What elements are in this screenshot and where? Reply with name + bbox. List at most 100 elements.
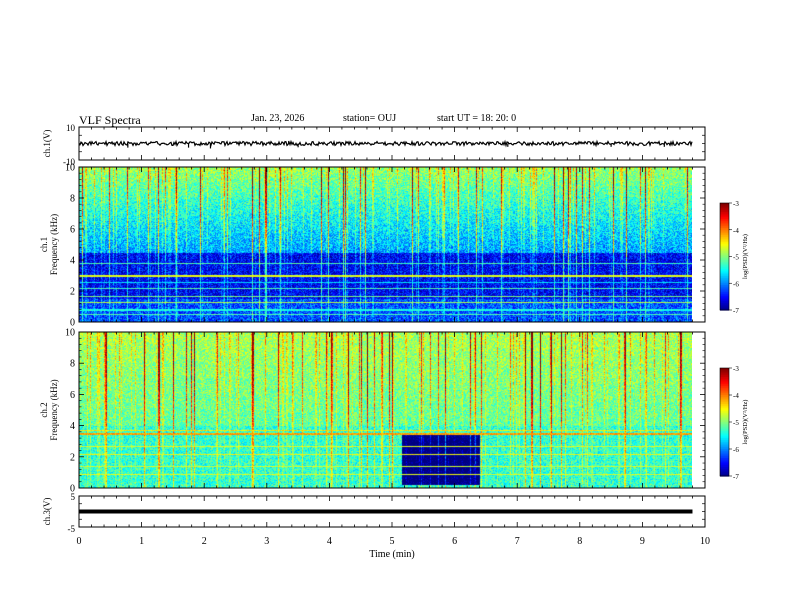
- ch2-colorbar-cell: [720, 404, 729, 407]
- ch2-colorbar-cell: [720, 472, 729, 475]
- ch1-colorbar-cell: [720, 245, 729, 249]
- ch2-colorbar-cell: [720, 422, 729, 425]
- ch2-colorbar-cell: [720, 423, 729, 427]
- ch2-colorbar-cell: [720, 463, 729, 466]
- x-tick-label: 4: [327, 536, 332, 547]
- ch2-colorbar-label: log(PSD)(V²/Hz): [742, 400, 749, 445]
- ch2-colorbar-cell: [720, 393, 729, 396]
- ch1-colorbar-cell: [720, 292, 729, 295]
- ch1-spec-y-label: Frequency (kHz): [49, 214, 59, 275]
- ch2-colorbar-cell: [720, 459, 729, 463]
- ch2-colorbar-cell: [720, 431, 729, 434]
- ch1-colorbar-cell: [720, 288, 729, 291]
- ch2-colorbar-cell: [720, 467, 729, 470]
- ch2-colorbar-tick-label: -6: [733, 446, 739, 454]
- x-tick-label: 9: [640, 536, 645, 547]
- ch2-colorbar-cell: [720, 450, 729, 454]
- ch2-spec-y-tick-label: 0: [70, 484, 75, 495]
- ch1-colorbar-tick-label: -7: [733, 307, 739, 315]
- ch2-colorbar-cell: [720, 389, 729, 392]
- ch1-colorbar-cell: [720, 286, 729, 290]
- ch1-colorbar-cell: [720, 224, 729, 227]
- ch2-spec-y-tick-label: 6: [70, 390, 75, 401]
- ch2-spec-y-label: Frequency (kHz): [49, 379, 59, 440]
- ch2-colorbar-cell: [720, 396, 729, 400]
- ch2-colorbar-cell: [720, 432, 729, 436]
- ch2-colorbar-cell: [720, 454, 729, 457]
- ch2-spec-y-tick-label: 2: [70, 452, 75, 463]
- ch1-colorbar-cell: [720, 249, 729, 252]
- ch2-colorbar-cell: [720, 375, 729, 378]
- ch1-colorbar-tick-label: -6: [733, 280, 739, 288]
- ch2-spec-y-tick-label: 10: [65, 328, 75, 339]
- ch2-colorbar-cell: [720, 384, 729, 387]
- ch2-colorbar-cell: [720, 382, 729, 385]
- ch1-colorbar-cell: [720, 270, 729, 274]
- ch2-colorbar-cell: [720, 443, 729, 446]
- ch1-colorbar-cell: [720, 222, 729, 225]
- ch2-colorbar-cell: [720, 387, 729, 391]
- ch2-colorbar-cell: [720, 440, 729, 443]
- ch2-colorbar-cell: [720, 405, 729, 409]
- x-tick-label: 8: [577, 536, 582, 547]
- ch1-colorbar-cell: [720, 247, 729, 250]
- ch2-colorbar-cell: [720, 474, 729, 477]
- ch1-colorbar-cell: [720, 279, 729, 283]
- ch1-colorbar-cell: [720, 302, 729, 306]
- ch2-colorbar-cell: [720, 425, 729, 428]
- ch2-colorbar-cell: [720, 458, 729, 461]
- ch2-spec-y-tick-label: 4: [70, 421, 75, 432]
- ch2-colorbar-cell: [720, 409, 729, 412]
- ch1-colorbar-cell: [720, 267, 729, 270]
- ch2-colorbar-cell: [720, 407, 729, 410]
- ch1-trace: [78, 139, 693, 148]
- ch2-colorbar-cell: [720, 470, 729, 473]
- ch2-colorbar-cell: [720, 449, 729, 452]
- ch3-y-label: ch.3(V): [42, 498, 52, 526]
- ch2-colorbar-cell: [720, 395, 729, 398]
- ch1-colorbar-cell: [720, 240, 729, 243]
- ch2-colorbar-tick-label: -5: [733, 419, 739, 427]
- ch1-colorbar-cell: [720, 251, 729, 254]
- ch2-colorbar-cell: [720, 386, 729, 389]
- ch2-colorbar-tick-label: -3: [733, 365, 739, 373]
- ch1-colorbar-cell: [720, 277, 729, 281]
- ch1-colorbar-cell: [720, 297, 729, 300]
- ch2-colorbar-cell: [720, 461, 729, 464]
- x-tick-label: 5: [390, 536, 395, 547]
- ch1-colorbar-cell: [720, 215, 729, 218]
- ch1-spec-y-tick-label: 4: [70, 256, 75, 267]
- ch2-colorbar-cell: [720, 436, 729, 439]
- ch2-colorbar-tick-label: -4: [733, 392, 739, 400]
- ch1-colorbar-cell: [720, 293, 729, 297]
- ch1-colorbar-cell: [720, 229, 729, 233]
- x-axis-label: Time (min): [369, 549, 414, 560]
- ch1-spec-y-tick-label: 2: [70, 287, 75, 298]
- date-label: Jan. 23, 2026: [251, 113, 305, 124]
- ch1-colorbar-cell: [720, 254, 729, 258]
- ch2-colorbar-cell: [720, 368, 729, 371]
- ch2-colorbar-cell: [720, 373, 729, 376]
- ch1-y-tick-label: 10: [66, 123, 76, 133]
- ch2-colorbar-cell: [720, 413, 729, 416]
- ch1-colorbar-cell: [720, 265, 729, 268]
- ch1-colorbar-cell: [720, 219, 729, 222]
- ch1-y-tick-label: -10: [63, 157, 75, 167]
- ch2-colorbar-cell: [720, 411, 729, 414]
- ch1-colorbar-label: log(PSD)(V²/Hz): [742, 234, 749, 279]
- ch1-colorbar-cell: [720, 252, 729, 256]
- ch1-colorbar-cell: [720, 260, 729, 263]
- ch2-colorbar-cell: [720, 391, 729, 394]
- ch2-colorbar-cell: [720, 429, 729, 432]
- ch2-colorbar-tick-label: -7: [733, 473, 739, 481]
- ch1-colorbar-cell: [720, 306, 729, 309]
- ch1-colorbar-cell: [720, 272, 729, 275]
- ch1-spec-y-tick-label: 6: [70, 225, 75, 236]
- x-tick-label: 0: [77, 536, 82, 547]
- ch2-colorbar-cell: [720, 402, 729, 405]
- ch1-y-label: ch.1(V): [42, 130, 52, 158]
- ch1-colorbar-cell: [720, 227, 729, 231]
- x-tick-label: 10: [700, 536, 710, 547]
- ch2-colorbar-cell: [720, 418, 729, 421]
